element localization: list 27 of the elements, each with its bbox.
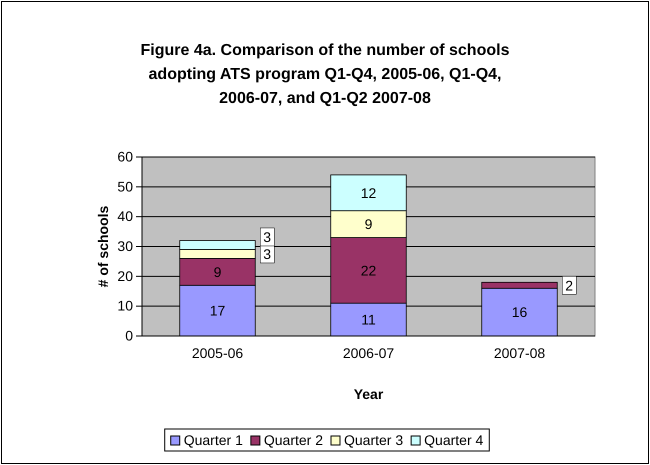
legend-label: Quarter 3	[344, 432, 404, 448]
y-tick-label: 30	[117, 238, 134, 254]
data-label: 9	[214, 264, 222, 280]
y-tick-label: 40	[117, 208, 134, 224]
data-label: 16	[512, 304, 528, 320]
data-label: 22	[360, 262, 376, 278]
legend-label: Quarter 2	[264, 432, 324, 448]
legend-label: Quarter 4	[424, 432, 484, 448]
data-label: 17	[210, 302, 226, 319]
y-tick-label: 0	[125, 327, 134, 344]
data-label: 3	[263, 228, 272, 245]
data-label: 11	[361, 312, 376, 328]
y-tick-label: 60	[117, 148, 134, 164]
legend-label: Quarter 1	[184, 432, 244, 448]
x-tick-label: 2007-08	[494, 344, 546, 361]
chart-title: Figure 4a. Comparison of the number of schools adopting ATS program Q1-Q4, 2005-06, Q1-Q4, 2006-07, and Q1-Q2 2007-08	[140, 42, 510, 107]
data-label: 12	[360, 184, 376, 201]
x-tick-label: 2006-07	[342, 344, 394, 361]
y-tick-label: 10	[117, 298, 134, 314]
y-axis-title: # of schools	[95, 205, 111, 288]
data-label: 3	[263, 246, 272, 262]
data-label: 2	[565, 277, 574, 294]
x-tick-label: 2005-06	[192, 344, 244, 361]
y-tick-label: 50	[117, 178, 134, 194]
x-axis-title: Year	[354, 386, 384, 402]
y-tick-label: 20	[117, 268, 134, 284]
data-label: 9	[364, 216, 373, 232]
